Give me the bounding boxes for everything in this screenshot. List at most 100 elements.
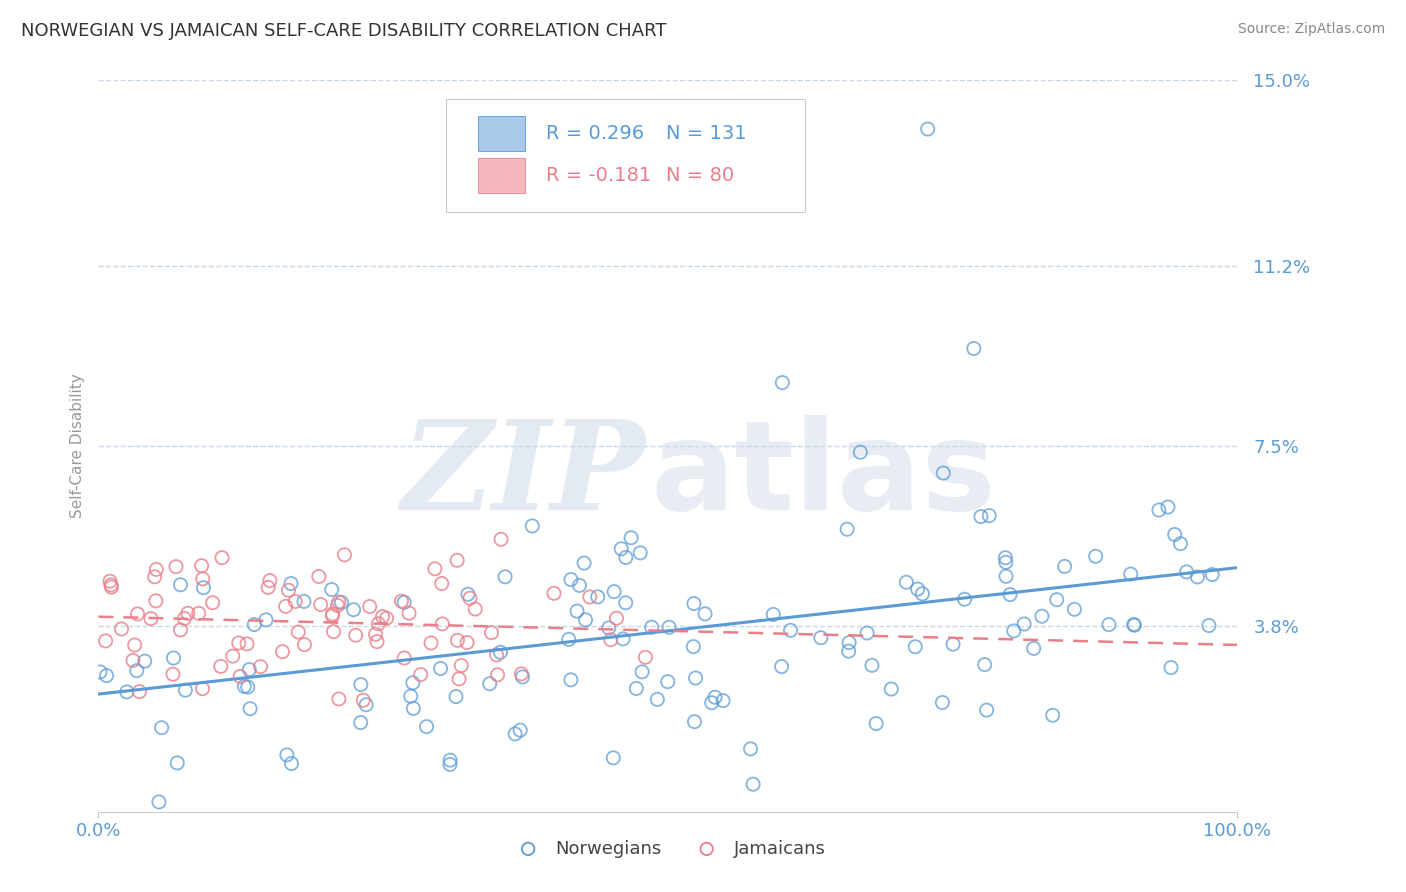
Point [308, 569, 330, 583]
Point [145, 594, 167, 608]
Point [148, 795, 170, 809]
Point [762, 607, 785, 622]
Point [100, 580, 122, 594]
FancyBboxPatch shape [446, 99, 804, 212]
Point [503, 727, 526, 741]
Point [392, 595, 415, 609]
Point [294, 638, 316, 652]
Point [229, 669, 252, 683]
Point [322, 624, 344, 639]
Point [1053, 559, 1076, 574]
Point [429, 661, 451, 675]
Point [1163, 527, 1185, 541]
Point [856, 626, 879, 640]
Point [94, 633, 117, 648]
Point [485, 648, 508, 662]
Point [685, 671, 707, 685]
Point [343, 603, 366, 617]
Point [932, 466, 955, 480]
Point [458, 591, 481, 606]
Point [444, 690, 467, 704]
Point [350, 715, 373, 730]
Point [191, 572, 214, 586]
Point [415, 720, 437, 734]
Point [578, 590, 600, 604]
Point [228, 636, 250, 650]
Point [284, 594, 307, 608]
Point [321, 582, 343, 597]
Point [364, 627, 387, 641]
Point [626, 681, 648, 696]
Point [904, 640, 927, 654]
Text: Source: ZipAtlas.com: Source: ZipAtlas.com [1237, 22, 1385, 37]
Point [328, 595, 350, 609]
Point [394, 651, 416, 665]
Point [254, 613, 277, 627]
Point [402, 701, 425, 715]
Point [970, 509, 993, 524]
Point [742, 777, 765, 791]
Point [257, 581, 280, 595]
Point [276, 747, 298, 762]
Point [169, 623, 191, 637]
Point [1084, 549, 1107, 564]
Point [190, 558, 212, 573]
Point [572, 556, 595, 570]
Point [211, 550, 233, 565]
Point [693, 607, 716, 621]
Point [236, 680, 259, 694]
Point [330, 595, 353, 609]
Text: N = 131: N = 131 [665, 124, 747, 144]
Point [439, 757, 461, 772]
Point [423, 562, 446, 576]
Point [399, 690, 422, 704]
Point [430, 576, 453, 591]
Point [328, 692, 350, 706]
Point [249, 659, 271, 673]
Point [917, 122, 939, 136]
Point [134, 654, 156, 668]
Point [605, 611, 627, 625]
Point [309, 598, 332, 612]
Point [641, 620, 664, 634]
Point [880, 681, 903, 696]
Point [849, 445, 872, 459]
Point [1157, 500, 1180, 514]
Point [177, 607, 200, 621]
Point [89, 665, 111, 679]
Text: R = 0.296: R = 0.296 [546, 124, 644, 144]
Point [96, 668, 118, 682]
Point [994, 550, 1017, 565]
Point [1012, 617, 1035, 632]
Point [682, 640, 704, 654]
Point [122, 653, 145, 667]
Point [979, 508, 1001, 523]
Point [464, 602, 486, 616]
Text: atlas: atlas [651, 415, 997, 536]
Point [599, 632, 621, 647]
Point [115, 685, 138, 699]
Point [1122, 617, 1144, 632]
Point [447, 672, 470, 686]
Point [610, 541, 633, 556]
Point [896, 575, 918, 590]
Text: NORWEGIAN VS JAMAICAN SELF-CARE DISABILITY CORRELATION CHART: NORWEGIAN VS JAMAICAN SELF-CARE DISABILI… [21, 22, 666, 40]
Point [481, 625, 503, 640]
Point [127, 607, 149, 621]
Point [494, 570, 516, 584]
Point [628, 546, 651, 560]
Point [489, 533, 512, 547]
Point [162, 667, 184, 681]
Point [907, 582, 929, 596]
Point [238, 663, 260, 677]
Point [1042, 708, 1064, 723]
Point [598, 621, 620, 635]
Point [271, 645, 294, 659]
Point [704, 690, 727, 705]
Point [292, 594, 315, 608]
Point [326, 599, 349, 613]
Point [976, 703, 998, 717]
Point [489, 645, 512, 659]
Point [366, 634, 388, 648]
Point [994, 555, 1017, 569]
